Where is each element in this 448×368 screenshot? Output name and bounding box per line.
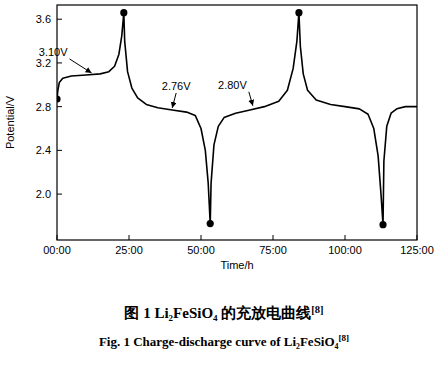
x-tick-label: 00:00 xyxy=(43,244,71,256)
caption-en-text: Fig. 1 Charge-discharge curve of Li₂FeSi… xyxy=(99,334,339,349)
x-tick xyxy=(129,235,130,240)
chart: 00:00 25:00 50:00 75:00 100:00 125:00 2.0 2.4 2.… xyxy=(0,0,448,368)
point xyxy=(207,220,214,227)
caption-en-ref: [8] xyxy=(338,333,349,343)
y-axis-label: Potential/V xyxy=(4,95,16,149)
point xyxy=(379,221,386,228)
curve xyxy=(57,13,417,225)
x-tick xyxy=(345,235,346,240)
x-tick-label: 100:00 xyxy=(328,244,362,256)
point xyxy=(57,95,61,102)
x-tick-label: 125:00 xyxy=(400,244,434,256)
y-tick-label: 2.4 xyxy=(36,144,51,156)
annotation-arrow xyxy=(249,92,253,106)
annotation: 3.10V xyxy=(39,46,68,58)
caption-cn: 图 1 Li₂FeSiO₄ 的充放电曲线[8] xyxy=(124,304,323,322)
plot-frame xyxy=(57,5,417,240)
y-tick xyxy=(57,194,62,195)
y-tick xyxy=(57,150,62,151)
x-tick xyxy=(57,235,58,240)
x-tick-label: 25:00 xyxy=(115,244,143,256)
annotation-arrow xyxy=(172,93,176,108)
y-tick xyxy=(57,106,62,107)
plot-area xyxy=(57,9,417,228)
caption-cn-ref: [8] xyxy=(311,304,323,315)
point xyxy=(120,9,127,16)
x-axis-label: Time/h xyxy=(220,259,253,271)
annotation-arrow xyxy=(70,59,92,73)
y-tick-label: 3.6 xyxy=(36,13,51,25)
x-tick-label: 50:00 xyxy=(187,244,215,256)
y-tick-label: 3.2 xyxy=(36,57,51,69)
y-tick-label: 2.8 xyxy=(36,101,51,113)
caption-cn-text: 图 1 Li₂FeSiO₄ 的充放电曲线 xyxy=(124,304,311,321)
caption-en: Fig. 1 Charge-discharge curve of Li₂FeSi… xyxy=(99,333,349,349)
x-tick xyxy=(417,235,418,240)
point xyxy=(295,9,302,16)
annotation: 2.76V xyxy=(162,80,191,92)
x-tick-label: 75:00 xyxy=(259,244,287,256)
x-tick xyxy=(273,235,274,240)
annotation: 2.80V xyxy=(218,79,247,91)
x-tick xyxy=(201,235,202,240)
y-tick-label: 2.0 xyxy=(36,188,51,200)
y-tick xyxy=(57,62,62,63)
y-tick xyxy=(57,19,62,20)
